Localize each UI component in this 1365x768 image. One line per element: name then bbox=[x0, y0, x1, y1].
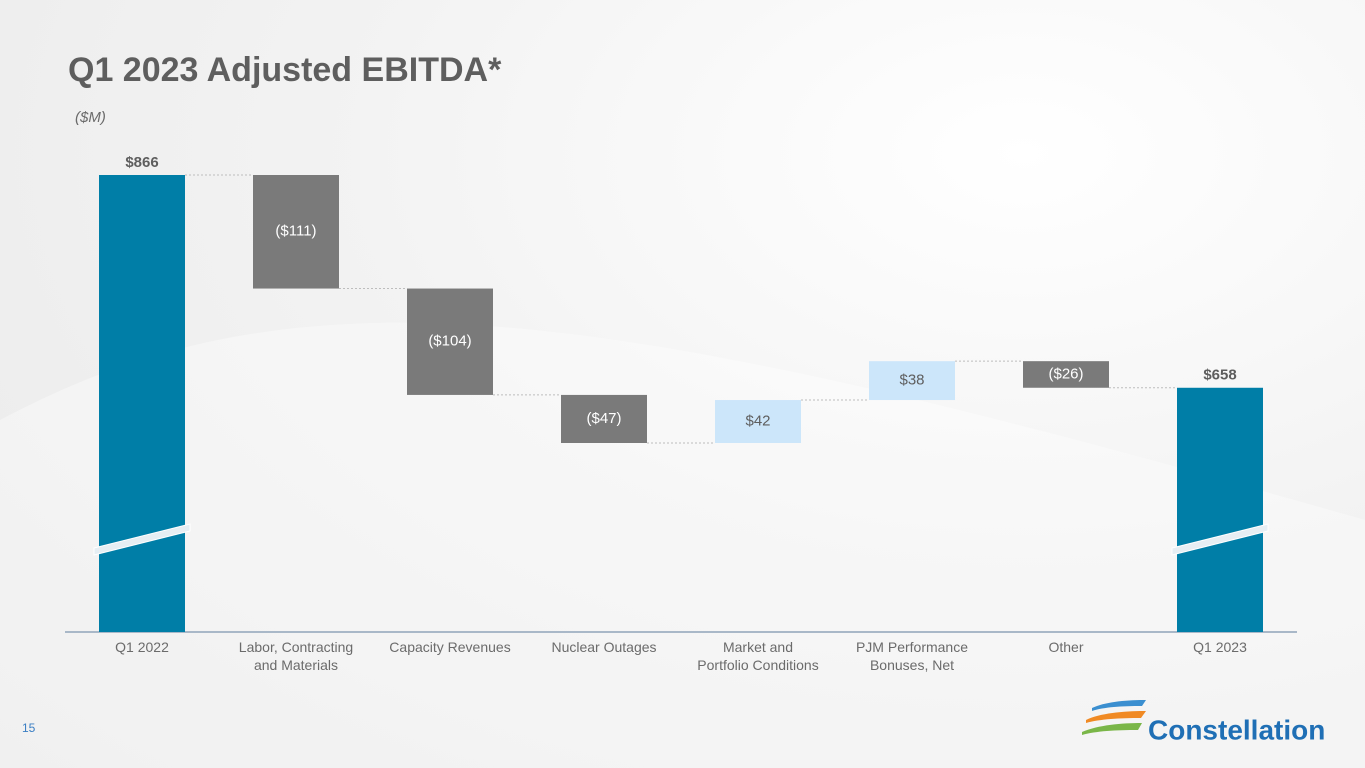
bar bbox=[407, 288, 493, 395]
value-label: ($26) bbox=[1048, 365, 1083, 382]
value-label: $38 bbox=[899, 372, 924, 389]
x-tick-label: Market and Portfolio Conditions bbox=[697, 639, 819, 673]
logo: Constellation bbox=[1082, 700, 1325, 745]
value-label: ($111) bbox=[275, 223, 316, 240]
chart-title: Q1 2023 Adjusted EBITDA* bbox=[68, 51, 502, 89]
bar bbox=[869, 361, 955, 401]
x-tick-label: Other bbox=[1048, 639, 1084, 655]
logo-text: Constellation bbox=[1148, 714, 1325, 745]
bar bbox=[99, 175, 185, 632]
axis-break bbox=[1171, 523, 1269, 556]
value-label: $658 bbox=[1203, 367, 1236, 384]
value-label: ($104) bbox=[428, 333, 471, 350]
x-tick-label: Capacity Revenues bbox=[389, 639, 511, 655]
page-number: 15 bbox=[22, 721, 36, 735]
x-tick-label: Q1 2023 bbox=[1193, 639, 1247, 655]
bar bbox=[1177, 387, 1263, 632]
x-tick-label: Labor, Contracting and Materials bbox=[238, 639, 354, 673]
axis-break bbox=[93, 523, 191, 556]
value-label: ($47) bbox=[586, 410, 621, 427]
bar bbox=[715, 400, 801, 443]
bar bbox=[253, 175, 339, 289]
chart-subtitle: ($M) bbox=[75, 109, 106, 126]
bar bbox=[1023, 361, 1109, 388]
background-swoosh bbox=[0, 322, 1365, 768]
value-label: $866 bbox=[125, 154, 158, 171]
x-tick-label: Nuclear Outages bbox=[551, 639, 657, 655]
x-tick-label: Q1 2022 bbox=[115, 639, 169, 655]
bar bbox=[561, 394, 647, 443]
value-label: $42 bbox=[745, 412, 770, 429]
x-tick-label: PJM Performance Bonuses, Net bbox=[855, 639, 969, 673]
